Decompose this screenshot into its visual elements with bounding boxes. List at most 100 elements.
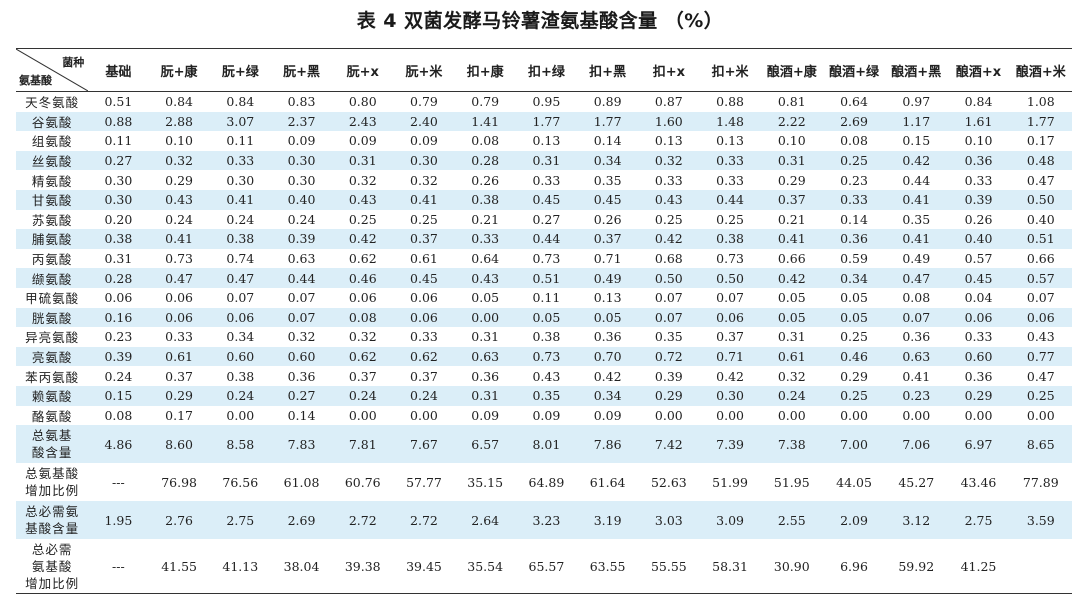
column-header: 酿酒+黑 — [885, 48, 948, 92]
value-cell: 1.08 — [1026, 94, 1055, 110]
value-cell: 0.80 — [348, 94, 377, 110]
value-cell: 0.25 — [716, 211, 744, 227]
value-cell: 0.38 — [454, 189, 516, 210]
table-row: 精氨酸 0.30 0.29 0.30 0.30 0.32 0.32 0.26 0.33 0.35 0… — [16, 170, 1072, 190]
value-cell: 0.26 — [471, 172, 500, 188]
value-cell: 2.75 — [209, 501, 271, 540]
value-cell: 0.30 — [393, 150, 455, 171]
value-cell: 0.60 — [209, 346, 271, 367]
value-cell: 0.44 — [699, 189, 761, 210]
value-cell: 0.61 — [148, 346, 210, 367]
value-cell: 63.55 — [589, 558, 626, 574]
value-cell: 0.97 — [902, 94, 931, 110]
value-cell: 0.09 — [287, 133, 316, 149]
value-cell: 35.15 — [467, 474, 504, 490]
value-cell: 7.42 — [638, 425, 700, 464]
value-cell: 0.04 — [964, 290, 993, 306]
value-cell: 0.30 — [699, 385, 761, 406]
value-cell: 2.22 — [760, 111, 823, 132]
value-cell: 0.32 — [777, 368, 806, 384]
row-label: 精氨酸 — [31, 173, 73, 189]
header-row: 菌种 氨基酸 基础 朊+康 朊+绿 朊+黑 朊+x 朊+米 扣+康 扣+绿 扣+黑 扣+x 扣+米酿… — [16, 48, 1072, 92]
value-cell: 0.21 — [777, 211, 806, 227]
row-label-line: 总氨基酸 — [25, 466, 80, 482]
value-cell: 0.43 — [454, 268, 516, 288]
value-cell: 0.33 — [410, 329, 438, 345]
value-cell: 0.33 — [699, 150, 761, 171]
value-cell — [1010, 539, 1072, 594]
value-cell: 61.08 — [283, 474, 320, 490]
value-cell: 0.43 — [332, 189, 394, 210]
value-cell: 0.33 — [964, 172, 993, 188]
value-cell: 0.39 — [654, 368, 683, 384]
value-cell: 0.07 — [638, 307, 700, 328]
value-cell: 0.41 — [885, 229, 948, 249]
value-cell: 0.49 — [902, 251, 931, 267]
value-cell: 0.62 — [348, 251, 377, 267]
value-cell: 0.30 — [88, 189, 149, 210]
value-cell: 0.43 — [1026, 329, 1055, 345]
value-cell: 2.64 — [454, 501, 516, 540]
value-cell: 0.14 — [287, 407, 316, 423]
row-label: 酪氨酸 — [31, 408, 73, 424]
value-cell: 0.95 — [532, 94, 561, 110]
value-cell: 0.15 — [88, 385, 149, 406]
value-cell: 0.38 — [226, 368, 255, 384]
column-header: 扣+米 — [699, 48, 761, 92]
value-cell: 0.68 — [654, 251, 683, 267]
value-cell: 64.89 — [528, 474, 565, 490]
column-header: 酿酒+康 — [760, 48, 823, 92]
value-cell: 0.31 — [104, 251, 133, 267]
value-cell: 0.29 — [777, 172, 806, 188]
value-cell: 0.08 — [332, 307, 394, 328]
value-cell: --- — [112, 474, 125, 490]
value-cell: 0.11 — [226, 133, 255, 149]
value-cell: 58.31 — [712, 558, 748, 574]
value-cell: 0.66 — [777, 251, 806, 267]
value-cell: 0.51 — [1009, 229, 1072, 249]
value-cell: 1.60 — [638, 111, 700, 132]
value-cell: 0.41 — [209, 189, 271, 210]
table-row: 苯丙氨酸 0.24 0.37 0.38 0.36 0.37 0.37 0.36 0.43 0.42… — [16, 366, 1072, 386]
value-cell: 0.05 — [577, 307, 639, 328]
row-label: 天冬氨酸 — [25, 95, 80, 111]
value-cell: 0.20 — [104, 211, 133, 227]
value-cell: 1.77 — [577, 111, 639, 132]
diagonal-divider — [16, 49, 88, 91]
column-header: 酿酒+x — [947, 48, 1010, 92]
value-cell: 1.77 — [1009, 111, 1072, 132]
value-cell: 0.72 — [638, 346, 700, 367]
value-cell: 0.35 — [902, 211, 931, 227]
value-cell: 7.00 — [822, 425, 886, 464]
value-cell: 0.88 — [88, 111, 149, 132]
value-cell: 0.37 — [348, 368, 377, 384]
value-cell: 39.45 — [406, 558, 442, 574]
value-cell: 0.28 — [454, 150, 516, 171]
value-cell: 52.63 — [650, 474, 687, 490]
value-cell: 0.27 — [532, 211, 561, 227]
table-row: 赖氨酸 0.15 0.29 0.24 0.27 0.24 0.24 0.31 0.35 0.34 0… — [16, 385, 1072, 406]
value-cell: 0.61 — [410, 251, 438, 267]
value-cell: 0.30 — [270, 150, 333, 171]
value-cell: 0.34 — [822, 268, 886, 288]
value-cell: 8.58 — [209, 425, 271, 464]
value-cell: 61.64 — [589, 474, 626, 490]
value-cell: 0.35 — [593, 172, 622, 188]
table-row: 丝氨酸 0.27 0.32 0.33 0.30 0.31 0.30 0.28 0.31 0.34 0… — [16, 150, 1072, 171]
value-cell: 1.61 — [947, 111, 1010, 132]
value-cell: 0.37 — [577, 229, 639, 249]
value-cell: 0.00 — [348, 407, 377, 423]
value-cell: 2.37 — [270, 111, 333, 132]
value-cell: 7.39 — [699, 425, 761, 464]
value-cell: 0.11 — [104, 133, 133, 149]
value-cell: 0.31 — [515, 150, 578, 171]
value-cell: 0.24 — [287, 211, 316, 227]
corner-header-cell: 菌种 氨基酸 — [16, 48, 89, 92]
column-header: 朊+黑 — [270, 48, 333, 92]
value-cell: 0.06 — [348, 290, 377, 306]
value-cell: 0.62 — [393, 346, 455, 367]
value-cell: 3.12 — [885, 501, 948, 540]
row-label: 总氨基酸 增加比例 — [16, 463, 88, 501]
value-cell: 0.46 — [332, 268, 394, 288]
amino-acid-table: 菌种 氨基酸 基础 朊+康 朊+绿 朊+黑 朊+x 朊+米 扣+康 扣+绿 扣+黑 扣+x 扣+米酿… — [16, 48, 1072, 595]
